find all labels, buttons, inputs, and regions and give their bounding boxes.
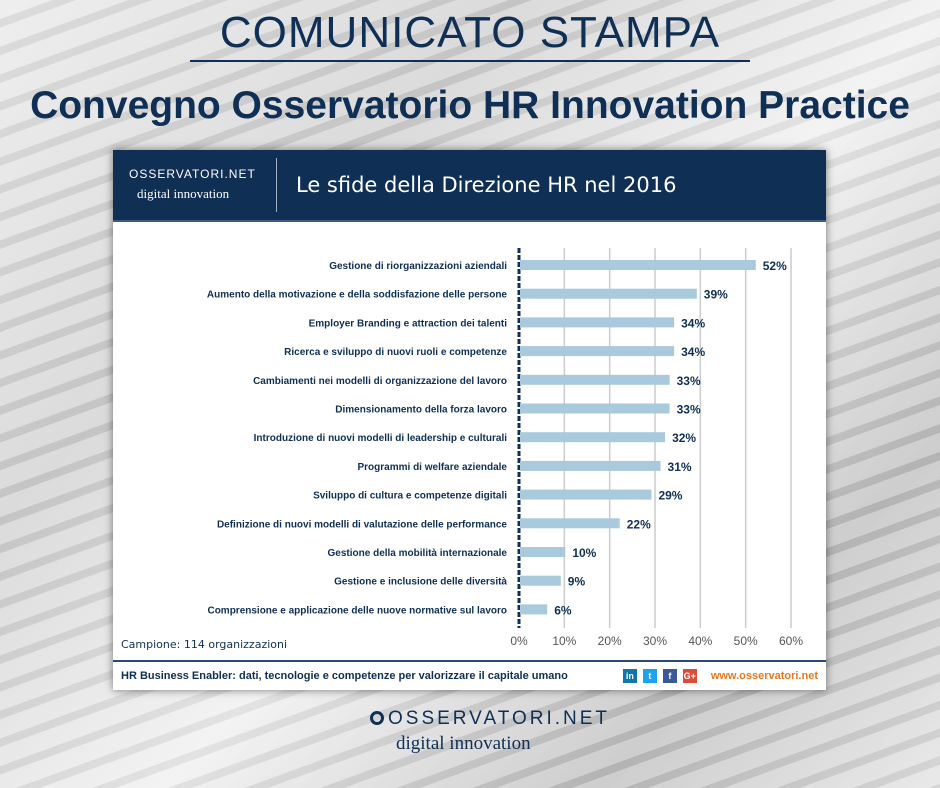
- category-label: Definizione di nuovi modelli di valutazi…: [217, 519, 507, 530]
- chart-title: Le sfide della Direzione HR nel 2016: [296, 173, 677, 197]
- data-label: 34%: [681, 345, 705, 359]
- bar: [520, 346, 675, 357]
- logo-line1: OSSERVATORI.NET: [129, 167, 256, 181]
- bottom-logo-line1: OSSERVATORI.NET: [388, 708, 611, 729]
- x-tick-label: 0%: [510, 634, 528, 648]
- bottom-logo-line2: digital innovation: [396, 733, 531, 754]
- bar: [520, 288, 697, 299]
- category-label: Introduzione di nuovi modelli di leaders…: [254, 433, 508, 444]
- data-label: 9%: [568, 575, 586, 589]
- sample-note: Campione: 114 organizzazioni: [121, 638, 288, 651]
- card-footer: HR Business Enabler: dati, tecnologie e …: [113, 660, 826, 690]
- bar: [520, 403, 670, 414]
- category-label: Programmi di welfare aziendale: [358, 462, 508, 473]
- data-label: 39%: [704, 288, 728, 302]
- category-label: Ricerca e sviluppo di nuovi ruoli e comp…: [284, 347, 507, 358]
- twitter-icon[interactable]: t: [642, 669, 657, 683]
- x-tick-label: 60%: [779, 634, 803, 648]
- x-tick-label: 30%: [643, 634, 667, 648]
- category-label: Gestione della mobilità internazionale: [328, 548, 508, 559]
- website-link[interactable]: www.osservatori.net: [710, 669, 818, 682]
- card-header: OSSERVATORI.NET digital innovation Le sf…: [113, 150, 826, 222]
- bar-chart: 0% 10% 20% 30% 40% 50% 60% Gestione di riorgani…: [207, 248, 803, 648]
- linkedin-icon[interactable]: in: [622, 669, 637, 683]
- x-tick-label: 50%: [734, 634, 758, 648]
- data-label: 10%: [572, 546, 596, 560]
- kicker-underline: [190, 60, 750, 62]
- x-tick-label: 40%: [688, 634, 712, 648]
- data-label: 22%: [627, 517, 651, 531]
- data-label: 52%: [763, 259, 787, 273]
- page-title: Convegno Osservatorio HR Innovation Prac…: [30, 84, 910, 127]
- category-label: Comprensione e applicazione delle nuove …: [207, 605, 507, 616]
- bar: [520, 575, 561, 586]
- bar: [520, 547, 566, 557]
- data-label: 33%: [677, 403, 701, 417]
- x-tick-label: 10%: [552, 634, 576, 648]
- logo-line2: digital innovation: [137, 186, 230, 201]
- divider: [276, 158, 277, 212]
- category-label: Aumento della motivazione e della soddis…: [207, 290, 508, 301]
- data-label: 34%: [681, 316, 705, 330]
- footer-text: HR Business Enabler: dati, tecnologie e …: [121, 669, 568, 682]
- infographic-card: OSSERVATORI.NET digital innovation Le sf…: [113, 150, 826, 690]
- bar: [520, 518, 620, 529]
- data-label: 29%: [658, 489, 682, 503]
- facebook-icon[interactable]: f: [662, 669, 677, 683]
- bar: [520, 489, 652, 500]
- x-tick-label: 20%: [598, 634, 622, 648]
- data-label: 31%: [668, 460, 692, 474]
- category-label: Gestione e inclusione delle diversità: [334, 577, 507, 588]
- bar: [520, 317, 675, 328]
- bar: [520, 374, 670, 385]
- bottom-logo: OSSERVATORI.NET digital innovation: [370, 708, 610, 768]
- data-label: 33%: [677, 374, 701, 388]
- category-label: Dimensionamento della forza lavoro: [335, 405, 507, 416]
- data-label: 6%: [554, 603, 572, 617]
- bar: [520, 460, 661, 471]
- category-label: Gestione di riorganizzazioni aziendali: [329, 261, 507, 272]
- bar: [520, 604, 548, 615]
- bar: [520, 260, 756, 270]
- data-label: 32%: [672, 431, 696, 445]
- kicker: COMUNICATO STAMPA: [219, 8, 721, 57]
- pin-icon: [370, 711, 384, 725]
- category-label: Sviluppo di cultura e competenze digital…: [313, 491, 507, 502]
- bar: [520, 432, 666, 443]
- category-label: Employer Branding e attraction dei talen…: [309, 318, 508, 329]
- google-plus-icon[interactable]: G+: [682, 669, 697, 683]
- category-label: Cambiamenti nei modelli di organizzazion…: [253, 376, 507, 387]
